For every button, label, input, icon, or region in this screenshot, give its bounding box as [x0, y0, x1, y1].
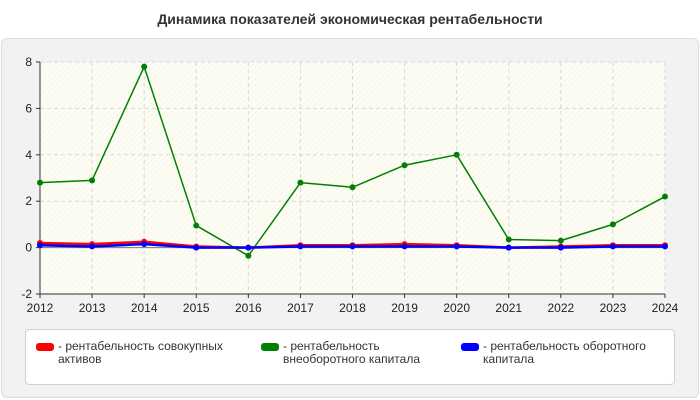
- x-tick-label: 2022: [547, 301, 574, 315]
- data-point-2: [193, 244, 200, 251]
- data-point-1: [401, 162, 408, 169]
- x-tick-label: 2015: [183, 301, 210, 315]
- data-point-1: [505, 236, 512, 243]
- data-point-1: [662, 193, 668, 200]
- legend-swatch: [261, 343, 279, 351]
- legend-item-total-assets: - рентабельность совокупных активов: [36, 340, 246, 366]
- data-point-1: [37, 179, 43, 186]
- data-point-1: [89, 177, 96, 184]
- x-tick-label: 2020: [443, 301, 470, 315]
- legend: - рентабельность совокупных активов - ре…: [25, 329, 675, 385]
- legend-label: - рентабельность совокупных активов: [58, 339, 223, 366]
- legend-label: - рентабельность внеоборотного капитала: [283, 339, 420, 366]
- legend-item-working-capital: - рентабельность оборотного капитала: [461, 340, 666, 366]
- data-point-1: [141, 63, 148, 70]
- data-point-1: [609, 221, 616, 228]
- data-point-1: [453, 151, 460, 158]
- legend-swatch: [461, 343, 479, 351]
- y-tick-label: -2: [21, 287, 32, 301]
- data-point-2: [349, 243, 356, 250]
- data-point-2: [662, 243, 668, 250]
- y-tick-label: 8: [25, 55, 32, 69]
- data-point-2: [89, 243, 96, 250]
- data-point-2: [245, 244, 252, 251]
- x-tick-label: 2017: [287, 301, 314, 315]
- data-point-2: [401, 243, 408, 250]
- y-tick-label: 2: [25, 194, 32, 208]
- y-tick-label: 4: [25, 148, 32, 162]
- y-tick-label: 0: [25, 241, 32, 255]
- y-tick-label: 6: [25, 101, 32, 115]
- x-tick-label: 2012: [27, 301, 54, 315]
- legend-swatch: [36, 343, 54, 351]
- x-tick-label: 2024: [652, 301, 679, 315]
- data-point-2: [609, 243, 616, 250]
- x-tick-label: 2019: [391, 301, 418, 315]
- data-point-1: [193, 222, 200, 229]
- x-tick-label: 2023: [600, 301, 627, 315]
- legend-label: - рентабельность оборотного капитала: [483, 339, 646, 366]
- data-point-2: [297, 243, 304, 250]
- legend-item-fixed-capital: - рентабельность внеоборотного капитала: [261, 340, 451, 366]
- data-point-2: [505, 244, 512, 251]
- data-point-2: [37, 242, 43, 249]
- x-tick-label: 2013: [79, 301, 106, 315]
- data-point-1: [245, 252, 252, 259]
- data-point-2: [453, 243, 460, 250]
- data-point-1: [557, 237, 564, 244]
- x-tick-label: 2018: [339, 301, 366, 315]
- data-point-2: [141, 241, 148, 248]
- data-point-1: [349, 184, 356, 191]
- x-tick-label: 2021: [495, 301, 522, 315]
- data-point-1: [297, 179, 304, 186]
- chart-title: Динамика показателей экономическая рента…: [157, 11, 543, 27]
- x-tick-label: 2016: [235, 301, 262, 315]
- data-point-2: [557, 244, 564, 251]
- x-tick-label: 2014: [131, 301, 158, 315]
